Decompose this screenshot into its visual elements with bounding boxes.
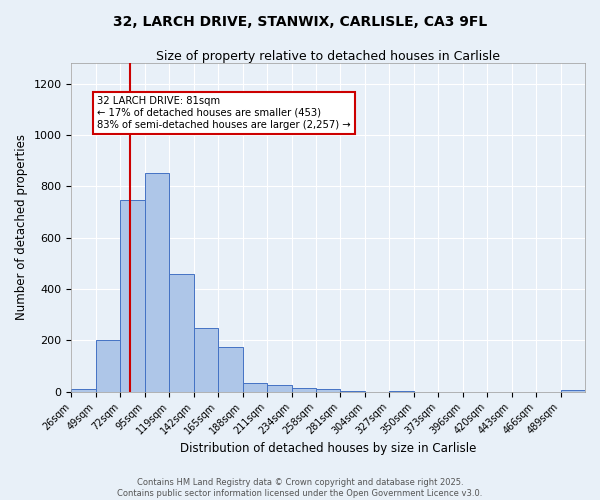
Y-axis label: Number of detached properties: Number of detached properties [15, 134, 28, 320]
Text: 32 LARCH DRIVE: 81sqm
← 17% of detached houses are smaller (453)
83% of semi-det: 32 LARCH DRIVE: 81sqm ← 17% of detached … [97, 96, 350, 130]
Bar [71, 388, 96, 392]
Bar [560, 390, 585, 392]
Text: 32, LARCH DRIVE, STANWIX, CARLISLE, CA3 9FL: 32, LARCH DRIVE, STANWIX, CARLISLE, CA3 … [113, 15, 487, 29]
Bar [169, 274, 194, 392]
X-axis label: Distribution of detached houses by size in Carlisle: Distribution of detached houses by size … [180, 442, 476, 455]
Bar [316, 389, 340, 392]
Bar [242, 383, 267, 392]
Bar [340, 391, 365, 392]
Bar [194, 328, 218, 392]
Bar [292, 388, 316, 392]
Title: Size of property relative to detached houses in Carlisle: Size of property relative to detached ho… [156, 50, 500, 63]
Bar [96, 340, 121, 392]
Bar [145, 174, 169, 392]
Text: Contains HM Land Registry data © Crown copyright and database right 2025.
Contai: Contains HM Land Registry data © Crown c… [118, 478, 482, 498]
Bar [121, 200, 145, 392]
Bar [218, 347, 242, 392]
Bar [389, 390, 414, 392]
Bar [267, 386, 292, 392]
